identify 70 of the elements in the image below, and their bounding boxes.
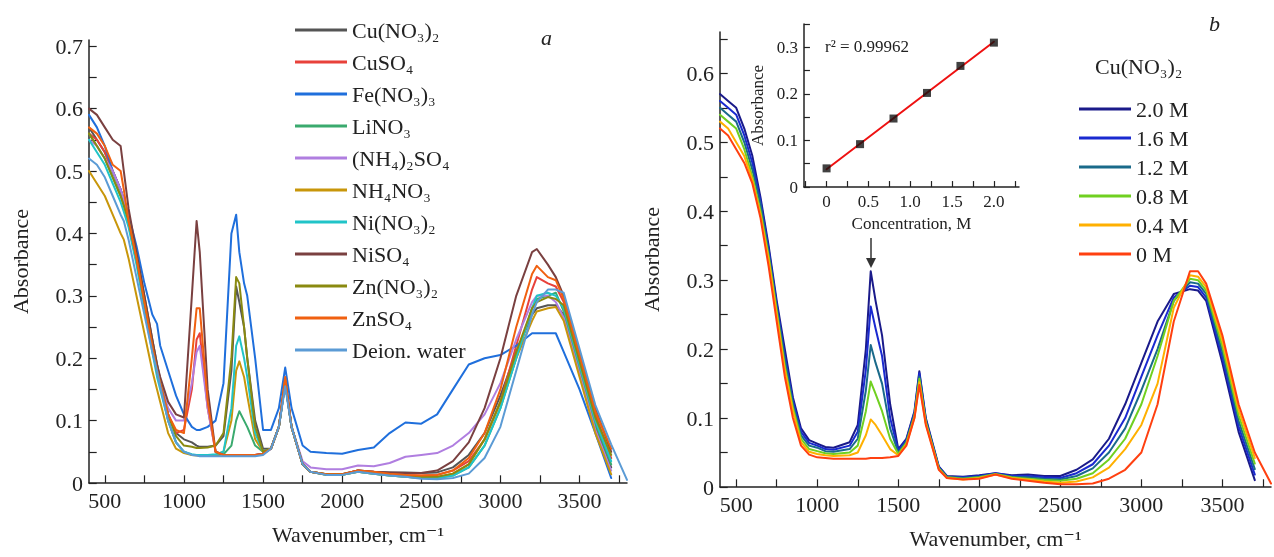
y-tick-label: 0.1 [686,405,714,431]
legend-label: NH₄NO₃ [352,177,431,203]
y-tick-label: 0.3 [55,283,83,309]
point [889,114,898,123]
y-tick-label: 0.2 [776,84,798,104]
x-tick-label: 500 [719,491,753,517]
legend-title: Cu(NO₃)₂ [1095,53,1183,79]
x-tick-label: 2500 [399,487,444,513]
x-tick-label: 0.5 [857,192,880,211]
legend-label: Zn(NO₃)₂ [352,273,439,299]
x-tick-label: 1.5 [941,192,963,211]
x-tick-label: 0 [822,192,831,211]
point [856,140,865,149]
legend-label: 1.6 M [1136,125,1189,151]
x-tick-label: 2000 [957,491,1002,517]
x-tick-label: 1500 [876,491,921,517]
y-tick-label: 0.3 [776,37,798,57]
x-axis-title: Wavenumber, cm⁻¹ [909,525,1082,551]
legend-label: 0 M [1136,241,1173,267]
legend-label: NiSO₄ [352,241,410,267]
x-tick-label: 500 [88,487,122,513]
y-tick-label: 0 [789,177,798,197]
y-tick-label: 0 [72,470,83,496]
y-axis-title: Absorbance [747,64,767,147]
y-tick-label: 0.4 [55,220,83,246]
y-tick-label: 0.6 [686,60,714,86]
annotation: a [541,24,552,50]
legend-label: Deion. water [352,337,467,363]
y-tick-label: 0.5 [55,158,83,184]
x-tick-label: 2.0 [983,192,1005,211]
legend-label: Fe(NO₃)₃ [352,81,436,107]
x-tick-label: 1000 [795,491,840,517]
x-axis-title: Wavenumber, cm⁻¹ [272,521,444,547]
x-axis-title: Concentration, M [851,213,972,233]
point [989,38,998,47]
x-tick-label: 1.0 [899,192,921,211]
annotation: r² = 0.99962 [825,37,910,56]
y-tick-label: 0.4 [686,198,714,224]
y-tick-label: 0.7 [55,33,83,59]
legend-label: CuSO₄ [352,49,414,75]
y-tick-label: 0.1 [776,130,798,150]
x-tick-label: 1000 [161,487,206,513]
y-tick-label: 0.5 [686,129,714,155]
y-axis-title: Absorbance [7,208,33,315]
legend-label: 1.2 M [1136,154,1189,180]
point [822,164,831,173]
legend-label: Ni(NO₃)₂ [352,209,436,235]
point [922,88,931,97]
y-tick-label: 0.2 [55,345,83,371]
legend-label: 0.8 M [1136,183,1189,209]
annotation: b [1209,10,1220,36]
y-tick-label: 0.1 [55,408,83,434]
y-tick-label: 0.2 [686,336,714,362]
x-tick-label: 2500 [1038,491,1083,517]
legend-label: (NH₄)₂SO₄ [352,145,450,171]
legend-label: ZnSO₄ [352,305,413,331]
legend-label: Cu(NO₃)₂ [352,17,440,43]
y-tick-label: 0.3 [686,267,714,293]
x-tick-label: 3000 [478,487,523,513]
x-tick-label: 3500 [557,487,602,513]
legend-label: 2.0 M [1136,96,1189,122]
legend-label: LiNO₃ [352,113,411,139]
point [956,61,965,70]
x-tick-label: 1500 [241,487,286,513]
x-tick-label: 3500 [1200,491,1245,517]
legend-label: 0.4 M [1136,212,1189,238]
x-tick-label: 2000 [320,487,365,513]
x-tick-label: 3000 [1119,491,1164,517]
y-axis-title: Absorbance [638,206,664,313]
y-tick-label: 0.6 [55,96,83,122]
